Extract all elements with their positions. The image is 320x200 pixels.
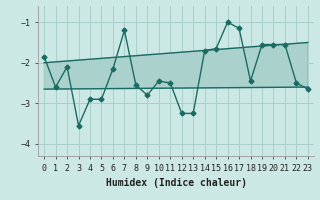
- X-axis label: Humidex (Indice chaleur): Humidex (Indice chaleur): [106, 178, 246, 188]
- Polygon shape: [44, 42, 308, 89]
